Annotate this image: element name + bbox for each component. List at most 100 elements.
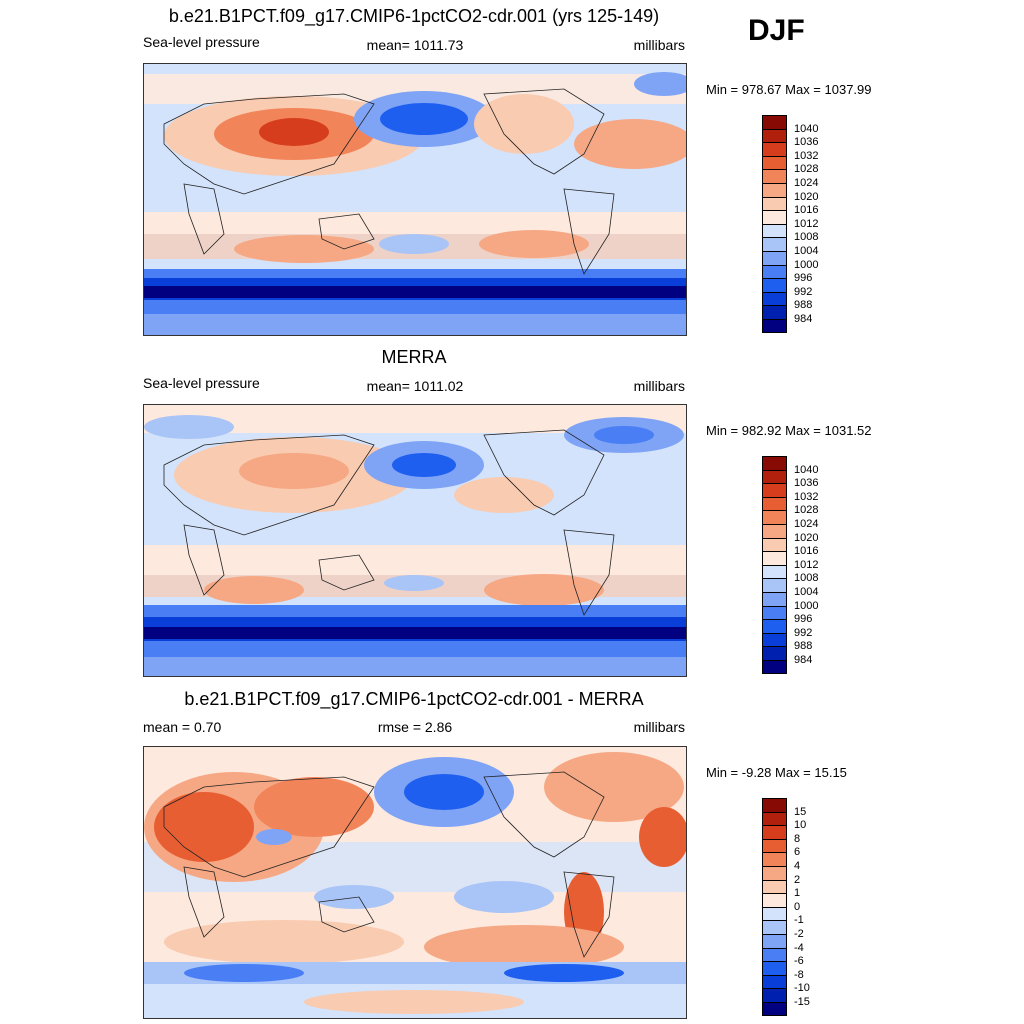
colorbar-tick-label: 0	[794, 900, 801, 913]
colorbar-swatch	[762, 619, 787, 633]
colorbar-tick-label: 1004	[794, 245, 819, 257]
colorbar-tick-label: 1012	[794, 558, 819, 571]
colorbar-tick-label: 988	[794, 299, 813, 312]
colorbar-tick-label: 996	[794, 272, 813, 285]
colorbar-tick-label: 15	[794, 805, 807, 818]
colorbar-swatch	[762, 318, 787, 333]
panel-3-units-label: millibars	[633, 719, 685, 735]
panel-2-minmax: Min = 982.92 Max = 1031.52	[706, 423, 872, 438]
panel-1-colorbar	[762, 115, 787, 333]
panel-1-minmax: Min = 978.67 Max = 1037.99	[706, 82, 872, 97]
colorbar-tick-label: -2	[794, 928, 804, 940]
colorbar-tick-label: 1000	[794, 599, 819, 612]
colorbar-tick-label: 4	[794, 860, 801, 872]
colorbar-swatch	[762, 811, 787, 826]
colorbar-tick-label: 10	[794, 819, 807, 832]
colorbar-swatch	[762, 523, 787, 538]
colorbar-swatch	[762, 469, 787, 484]
colorbar-swatch	[762, 920, 787, 934]
colorbar-tick-label: 1040	[794, 122, 819, 135]
colorbar-tick-label: 1024	[794, 177, 819, 189]
colorbar-swatch	[762, 646, 787, 660]
colorbar-tick-label: 8	[794, 832, 801, 845]
colorbar-tick-label: 1016	[794, 545, 819, 558]
panel-2-mean-label: mean= 1011.02	[366, 378, 464, 394]
colorbar-swatch	[762, 142, 787, 156]
colorbar-swatch	[762, 305, 787, 319]
colorbar-tick-label: 1012	[794, 217, 819, 230]
panel-2-title: MERRA	[381, 347, 447, 367]
colorbar-swatch	[762, 825, 787, 839]
colorbar-swatch	[762, 578, 787, 592]
colorbar-tick-label: 992	[794, 285, 813, 298]
panel-3-map	[143, 746, 687, 1019]
colorbar-swatch	[762, 961, 787, 975]
colorbar-tick-label: -10	[794, 982, 810, 995]
colorbar-tick-label: 1004	[794, 586, 819, 598]
colorbar-swatch	[762, 510, 787, 524]
colorbar-swatch	[762, 591, 787, 606]
colorbar-tick-label: 1036	[794, 477, 819, 490]
panel-3-mean-label: mean = 0.70	[143, 719, 222, 735]
colorbar-swatch	[762, 551, 787, 565]
colorbar-tick-label: 6	[794, 846, 801, 859]
colorbar-tick-label: 1020	[794, 531, 819, 544]
panel-1-units-label: millibars	[633, 37, 685, 53]
panel-2-map-svg	[144, 405, 686, 676]
colorbar-swatch	[762, 291, 787, 306]
panel-1-map	[143, 63, 687, 336]
colorbar-tick-label: 1	[794, 887, 801, 900]
colorbar-swatch	[762, 155, 787, 170]
colorbar-swatch	[762, 659, 787, 674]
panel-1-mean-label: mean= 1011.73	[366, 37, 464, 53]
colorbar-tick-label: -8	[794, 968, 804, 981]
colorbar-swatch	[762, 237, 787, 251]
colorbar-swatch	[762, 250, 787, 265]
colorbar-tick-label: 988	[794, 640, 813, 653]
panel-3-map-svg	[144, 747, 686, 1018]
panel-1-variable-label: Sea-level pressure	[143, 34, 260, 50]
colorbar-swatch	[762, 632, 787, 647]
colorbar-tick-label: 996	[794, 613, 813, 626]
colorbar-swatch	[762, 838, 787, 853]
panel-3-title: b.e21.B1PCT.f09_g17.CMIP6-1pctCO2-cdr.00…	[184, 689, 644, 709]
colorbar-swatch	[762, 483, 787, 497]
colorbar-tick-label: -1	[794, 914, 804, 927]
colorbar-tick-label: 1032	[794, 490, 819, 503]
colorbar-swatch	[762, 210, 787, 224]
colorbar-swatch	[762, 537, 787, 552]
colorbar-swatch	[762, 128, 787, 143]
colorbar-tick-label: 1040	[794, 463, 819, 476]
panel-2-variable-label: Sea-level pressure	[143, 375, 260, 391]
colorbar-swatch	[762, 865, 787, 880]
colorbar-tick-label: 1028	[794, 163, 819, 176]
colorbar-tick-label: 1000	[794, 258, 819, 271]
colorbar-swatch	[762, 223, 787, 238]
colorbar-swatch	[762, 169, 787, 183]
panel-3-rmse-label: rmse = 2.86	[377, 719, 453, 735]
colorbar-swatch	[762, 947, 787, 962]
colorbar-swatch	[762, 906, 787, 921]
colorbar-tick-label: 1016	[794, 204, 819, 217]
colorbar-tick-label: 992	[794, 626, 813, 639]
panel-1-map-svg	[144, 64, 686, 335]
season-label: DJF	[748, 14, 805, 47]
panel-2-colorbar	[762, 456, 787, 674]
colorbar-swatch	[762, 115, 787, 129]
panel-2-map	[143, 404, 687, 677]
colorbar-tick-label: 1028	[794, 504, 819, 517]
colorbar-tick-label: 1008	[794, 572, 819, 585]
colorbar-tick-label: 1020	[794, 190, 819, 203]
colorbar-swatch	[762, 605, 787, 620]
colorbar-tick-label: 2	[794, 873, 801, 886]
colorbar-swatch	[762, 496, 787, 511]
colorbar-swatch	[762, 974, 787, 989]
colorbar-tick-label: -4	[794, 941, 804, 954]
colorbar-tick-label: -15	[794, 996, 810, 1008]
panel-3-minmax: Min = -9.28 Max = 15.15	[706, 765, 847, 780]
colorbar-tick-label: 1032	[794, 149, 819, 162]
colorbar-tick-label: 1008	[794, 231, 819, 244]
panel-2-units-label: millibars	[633, 378, 685, 394]
colorbar-swatch	[762, 564, 787, 579]
colorbar-swatch	[762, 278, 787, 292]
